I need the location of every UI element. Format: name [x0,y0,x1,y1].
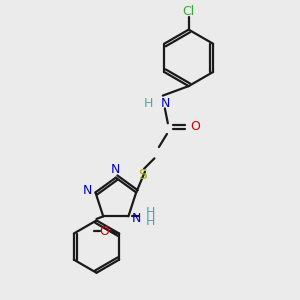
Text: N: N [82,184,92,197]
Text: H: H [146,206,155,219]
Text: H: H [144,98,153,110]
Text: O: O [190,120,200,133]
Text: N: N [160,98,170,110]
Text: O: O [99,225,109,238]
Text: N: N [110,163,120,176]
Text: H: H [146,215,155,228]
Text: Cl: Cl [182,5,195,18]
Text: N: N [132,212,141,225]
Text: S: S [138,168,147,182]
